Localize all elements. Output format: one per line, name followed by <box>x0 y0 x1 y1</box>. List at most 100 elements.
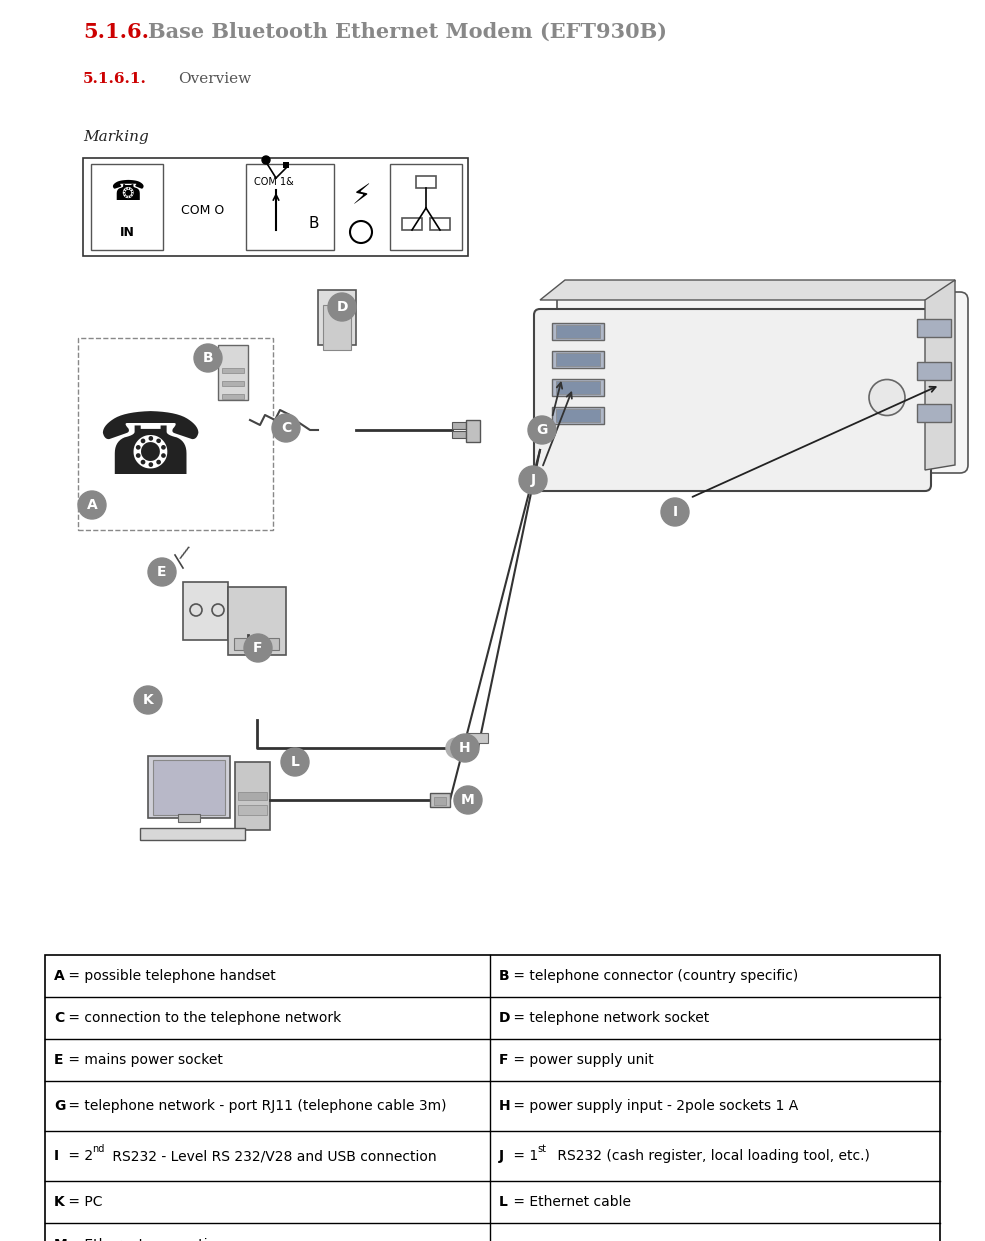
Text: st: st <box>537 1144 546 1154</box>
Bar <box>78 338 273 530</box>
Text: = Ethernet cable: = Ethernet cable <box>509 1195 631 1209</box>
Bar <box>283 163 289 168</box>
Bar <box>556 381 600 393</box>
Text: B: B <box>499 969 509 983</box>
Text: B: B <box>308 216 319 232</box>
Bar <box>246 164 334 249</box>
Bar <box>222 393 244 400</box>
Circle shape <box>272 414 300 442</box>
Text: = Ethernet connection: = Ethernet connection <box>64 1239 225 1241</box>
Circle shape <box>148 558 176 586</box>
Bar <box>402 218 422 230</box>
Bar <box>235 762 270 830</box>
Text: = PC: = PC <box>64 1195 102 1209</box>
Circle shape <box>194 344 222 372</box>
Bar <box>466 419 480 442</box>
Circle shape <box>262 156 270 164</box>
Text: Marking: Marking <box>83 130 149 144</box>
Text: D: D <box>336 300 348 314</box>
Bar <box>83 158 468 256</box>
Bar <box>218 345 248 400</box>
Text: H: H <box>459 741 471 755</box>
Text: K: K <box>143 692 154 707</box>
Text: H: H <box>499 1100 510 1113</box>
Circle shape <box>78 491 106 519</box>
Text: = connection to the telephone network: = connection to the telephone network <box>64 1011 341 1025</box>
Bar <box>552 379 604 396</box>
Bar <box>556 410 600 422</box>
Bar <box>466 733 488 743</box>
Text: G: G <box>54 1100 65 1113</box>
Text: = 1: = 1 <box>509 1149 538 1163</box>
Text: F: F <box>253 642 263 655</box>
Bar <box>178 814 200 822</box>
Text: G: G <box>536 423 548 437</box>
Bar <box>430 218 450 230</box>
Bar <box>416 176 436 187</box>
Bar <box>917 362 951 380</box>
Text: = telephone connector (country specific): = telephone connector (country specific) <box>509 969 798 983</box>
Text: ☎: ☎ <box>97 408 204 491</box>
Bar <box>148 756 230 818</box>
Bar <box>45 956 940 1241</box>
Bar <box>238 805 267 815</box>
Bar <box>183 582 228 640</box>
Bar <box>452 422 466 429</box>
Polygon shape <box>540 280 955 300</box>
Text: ⚡: ⚡ <box>352 182 370 210</box>
Circle shape <box>446 738 466 758</box>
Text: J: J <box>499 1149 504 1163</box>
Text: A: A <box>54 969 65 983</box>
Bar <box>222 369 244 374</box>
Text: = telephone network socket: = telephone network socket <box>509 1011 709 1025</box>
Text: J: J <box>531 473 536 486</box>
Bar <box>91 164 163 249</box>
Circle shape <box>244 634 272 661</box>
Bar <box>917 405 951 422</box>
Text: = power supply unit: = power supply unit <box>509 1054 654 1067</box>
Text: COM O: COM O <box>181 204 225 216</box>
Bar <box>318 290 356 345</box>
Circle shape <box>869 380 905 416</box>
Circle shape <box>519 467 547 494</box>
Bar <box>556 325 600 338</box>
Text: = mains power socket: = mains power socket <box>64 1054 223 1067</box>
Bar <box>552 323 604 340</box>
Circle shape <box>328 293 356 321</box>
Text: IN: IN <box>119 226 134 238</box>
Text: L: L <box>291 755 299 769</box>
Text: I: I <box>54 1149 59 1163</box>
Text: = telephone network - port RJ11 (telephone cable 3m): = telephone network - port RJ11 (telepho… <box>64 1100 446 1113</box>
Text: K: K <box>54 1195 65 1209</box>
Text: M: M <box>461 793 475 807</box>
Bar <box>228 587 286 655</box>
Text: I: I <box>673 505 678 519</box>
Text: E: E <box>54 1054 63 1067</box>
Bar <box>452 431 466 438</box>
FancyBboxPatch shape <box>557 292 968 473</box>
Text: = 2: = 2 <box>64 1149 94 1163</box>
Text: Base Bluetooth Ethernet Modem (EFT930B): Base Bluetooth Ethernet Modem (EFT930B) <box>148 22 667 42</box>
Text: C: C <box>281 421 292 436</box>
Text: D: D <box>499 1011 510 1025</box>
Text: Overview: Overview <box>178 72 251 86</box>
Text: nd: nd <box>92 1144 104 1154</box>
FancyBboxPatch shape <box>534 309 931 491</box>
Bar <box>556 352 600 366</box>
Bar <box>552 407 604 424</box>
Text: F: F <box>499 1054 508 1067</box>
Text: /: / <box>178 544 190 562</box>
Circle shape <box>281 748 309 776</box>
Circle shape <box>451 743 461 753</box>
Circle shape <box>454 786 482 814</box>
Text: RS232 - Level RS 232/V28 and USB connection: RS232 - Level RS 232/V28 and USB connect… <box>108 1149 436 1163</box>
Bar <box>234 638 279 650</box>
Text: C: C <box>54 1011 64 1025</box>
Bar <box>140 828 245 840</box>
Bar <box>434 797 446 805</box>
Text: RS232 (cash register, local loading tool, etc.): RS232 (cash register, local loading tool… <box>553 1149 870 1163</box>
Bar <box>430 793 450 807</box>
Circle shape <box>661 498 689 526</box>
Bar <box>552 351 604 369</box>
Text: 5.1.6.: 5.1.6. <box>83 22 149 42</box>
